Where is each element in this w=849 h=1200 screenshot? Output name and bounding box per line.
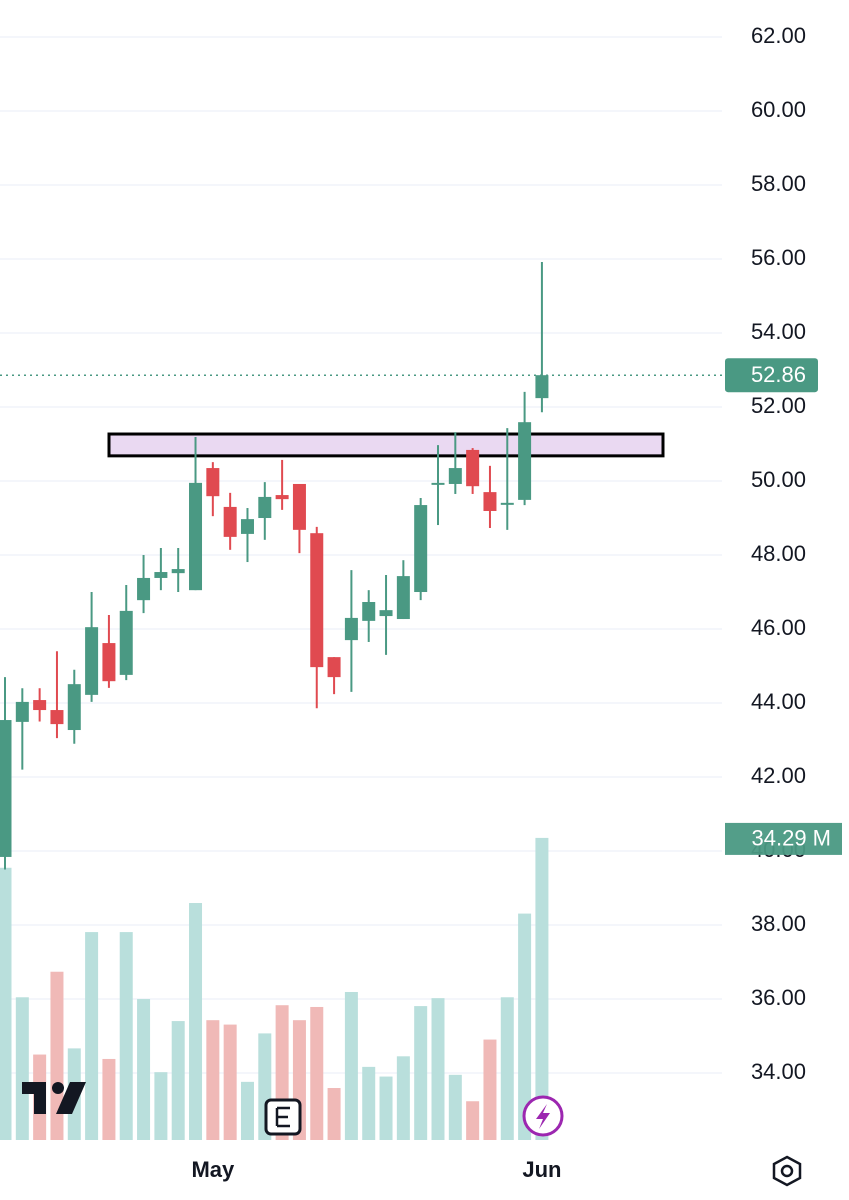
last-volume-label: 34.29 M <box>752 826 832 851</box>
volume-bar <box>102 1058 116 1140</box>
y-tick-label: 62.00 <box>751 23 806 48</box>
candle-body <box>448 468 462 484</box>
candle-body <box>431 482 445 485</box>
candle-body <box>535 375 549 399</box>
volume-bar <box>344 991 358 1140</box>
candle-body <box>327 657 341 678</box>
volume-bar <box>310 1006 324 1140</box>
volume-bar <box>0 867 12 1140</box>
y-tick-label: 56.00 <box>751 245 806 270</box>
volume-bar <box>327 1088 341 1140</box>
zone <box>107 432 665 458</box>
volume-bar <box>119 932 133 1140</box>
y-tick-label: 34.00 <box>751 1059 806 1084</box>
candle-body <box>379 610 393 617</box>
volume-bar <box>431 998 445 1140</box>
earnings-badge[interactable] <box>264 1098 302 1136</box>
volume-bar <box>518 913 532 1140</box>
volume-bar <box>500 997 514 1140</box>
candle-body <box>258 496 272 519</box>
candle-body <box>518 422 532 500</box>
volume-bar <box>414 1006 428 1140</box>
volume-bar <box>206 1020 220 1140</box>
candle-body <box>344 617 358 641</box>
y-tick-label: 38.00 <box>751 911 806 936</box>
candle-body <box>189 482 203 591</box>
volume-bar <box>448 1074 462 1140</box>
tv-logo <box>22 1082 86 1114</box>
candle-body <box>240 519 254 534</box>
y-tick-label: 50.00 <box>751 467 806 492</box>
candle-body <box>50 710 64 725</box>
volume-bar <box>223 1024 237 1140</box>
candle-body <box>0 720 12 857</box>
candle-body <box>275 495 289 500</box>
x-tick-label: May <box>191 1157 235 1182</box>
last-price-label: 52.86 <box>751 362 806 387</box>
y-tick-label: 58.00 <box>751 171 806 196</box>
volume-bar <box>171 1021 185 1140</box>
candle-body <box>119 610 133 675</box>
candle-body <box>171 569 185 574</box>
volume-bar <box>362 1066 376 1140</box>
candle-body <box>67 684 81 731</box>
volume-bar <box>137 999 151 1140</box>
last-volume-badge <box>725 822 842 855</box>
candles <box>0 261 665 870</box>
y-tick-label: 44.00 <box>751 689 806 714</box>
y-tick-label: 54.00 <box>751 319 806 344</box>
settings-icon[interactable] <box>772 1155 802 1187</box>
candle-body <box>15 701 29 722</box>
volume-bar <box>15 997 29 1140</box>
candle-body <box>85 627 99 695</box>
candle-body <box>292 483 306 530</box>
volume-bar <box>396 1056 410 1140</box>
price-axis: 34.0036.0038.0040.0042.0044.0046.0048.00… <box>0 23 842 1182</box>
candle-body <box>396 576 410 620</box>
candle-body <box>362 602 376 621</box>
y-tick-label: 36.00 <box>751 985 806 1010</box>
volume-bar <box>240 1081 254 1140</box>
y-tick-label: 46.00 <box>751 615 806 640</box>
volume-bar <box>483 1039 497 1140</box>
y-tick-label: 48.00 <box>751 541 806 566</box>
candle-body <box>33 700 47 711</box>
candle-body <box>466 449 480 487</box>
candle-body <box>102 643 116 682</box>
last-price-badge <box>725 358 818 393</box>
volume <box>0 837 549 1140</box>
grid <box>0 36 722 1074</box>
candle-body <box>223 506 237 537</box>
volume-bar <box>50 971 64 1140</box>
y-tick-label: 42.00 <box>751 763 806 788</box>
candle-body <box>137 577 151 601</box>
x-tick-label: Jun <box>522 1157 561 1182</box>
y-tick-label: 60.00 <box>751 97 806 122</box>
candle-body <box>414 505 428 593</box>
volume-bar <box>535 837 549 1140</box>
candle-body <box>154 572 168 578</box>
volume-bar <box>189 903 203 1140</box>
candle-body <box>310 533 324 668</box>
volume-bar <box>379 1076 393 1140</box>
candle-body <box>206 468 220 497</box>
candle-body <box>483 492 497 511</box>
volume-bar <box>466 1101 480 1140</box>
volume-bar <box>85 932 99 1140</box>
event-icon[interactable] <box>522 1095 564 1137</box>
volume-bar <box>154 1072 168 1140</box>
y-tick-label: 52.00 <box>751 393 806 418</box>
candle-body <box>500 502 514 505</box>
